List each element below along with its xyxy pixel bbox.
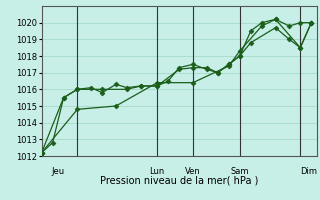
Text: Ven: Ven [185, 167, 201, 176]
Text: Dim: Dim [300, 167, 317, 176]
Text: Lun: Lun [149, 167, 165, 176]
Text: Jeu: Jeu [52, 167, 65, 176]
X-axis label: Pression niveau de la mer( hPa ): Pression niveau de la mer( hPa ) [100, 175, 258, 185]
Text: Sam: Sam [230, 167, 249, 176]
